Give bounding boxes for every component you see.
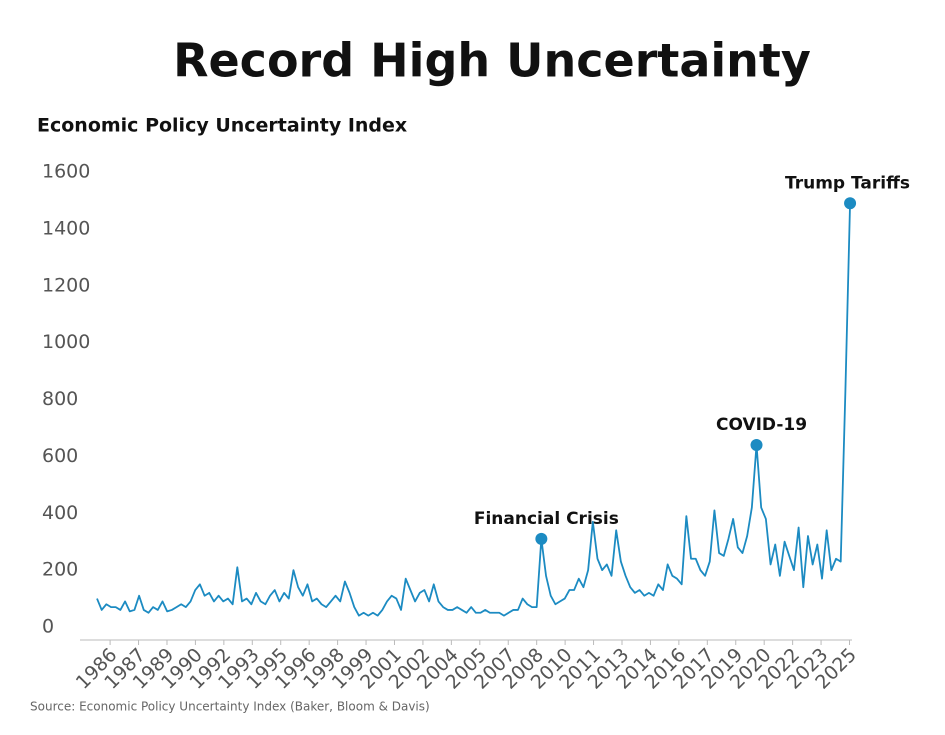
y-tick-label: 0 [42, 616, 54, 638]
y-tick-label: 1000 [42, 331, 90, 353]
annotation-dot [750, 439, 763, 451]
y-tick-label: 1200 [42, 274, 90, 296]
y-tick-label: 1400 [42, 217, 90, 239]
annotation-dot [535, 532, 548, 545]
chart-title: Record High Uncertainty [173, 34, 811, 88]
y-tick-label: 600 [42, 445, 78, 467]
line [96, 203, 851, 617]
y-tick-label: 800 [42, 388, 78, 410]
y-tick-label: 400 [42, 502, 78, 524]
y-tick-label: 1600 [42, 161, 90, 183]
annotation-label: Financial Crisis [474, 509, 619, 529]
source: Source: Economic Policy Uncertainty Inde… [30, 700, 430, 714]
annotation-dot [844, 197, 857, 210]
annotation-label: Trump Tariffs [785, 173, 910, 193]
annotation-label: COVID-19 [716, 415, 807, 435]
y-axis-label: Economic Policy Uncertainty Index [37, 115, 407, 137]
y-tick-label: 200 [42, 559, 78, 581]
